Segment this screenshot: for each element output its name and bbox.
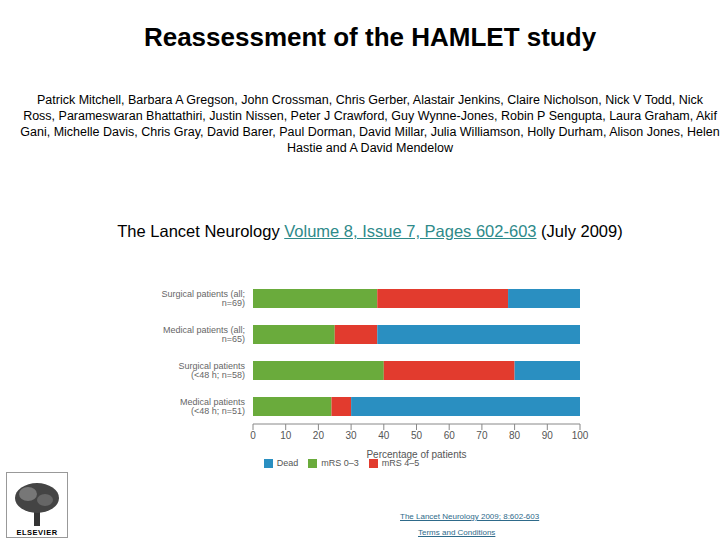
html-text:Terms and Conditions: Terms and Conditions (418, 528, 496, 537)
html-text:Dead: Dead (276, 458, 299, 468)
html-text:The Lancet Neurology 2009; 8:6: The Lancet Neurology 2009; 8:602-603 (400, 512, 540, 521)
svg-text:40: 40 (378, 430, 390, 441)
svg-text:70: 70 (476, 430, 488, 441)
svg-text:Medical patients(<48 h; n=51): Medical patients(<48 h; n=51) (180, 397, 246, 416)
svg-text:Medical patients (all;n=65): Medical patients (all;n=65) (163, 325, 245, 344)
html-text:mRS 4–5: mRS 4–5 (381, 458, 420, 468)
svg-text:10: 10 (280, 430, 292, 441)
svg-text:80: 80 (509, 430, 521, 441)
html-text:The Lancet Neurology Volume 8,: The Lancet Neurology Volume 8, Issue 7, … (117, 222, 623, 240)
svg-text:Percentage of patients: Percentage of patients (366, 449, 466, 460)
svg-text:0: 0 (250, 430, 256, 441)
svg-text:Surgical patients(<48 h; n=58): Surgical patients(<48 h; n=58) (178, 361, 245, 380)
html-text:ELSEVIER: ELSEVIER (16, 528, 58, 537)
html-text:Patrick Mitchell, Barbara A Gr: Patrick Mitchell, Barbara A Gregson, Joh… (20, 93, 720, 155)
svg-text:60: 60 (444, 430, 456, 441)
html-text:mRS 0–3: mRS 0–3 (321, 458, 359, 468)
html-text:Reassessment of the HAMLET stu: Reassessment of the HAMLET study (143, 22, 597, 52)
svg-text:90: 90 (542, 430, 554, 441)
svg-text:30: 30 (346, 430, 358, 441)
svg-text:Surgical patients (all;n=69): Surgical patients (all;n=69) (161, 289, 245, 308)
svg-text:20: 20 (313, 430, 325, 441)
svg-text:100: 100 (572, 430, 589, 441)
svg-text:50: 50 (411, 430, 423, 441)
